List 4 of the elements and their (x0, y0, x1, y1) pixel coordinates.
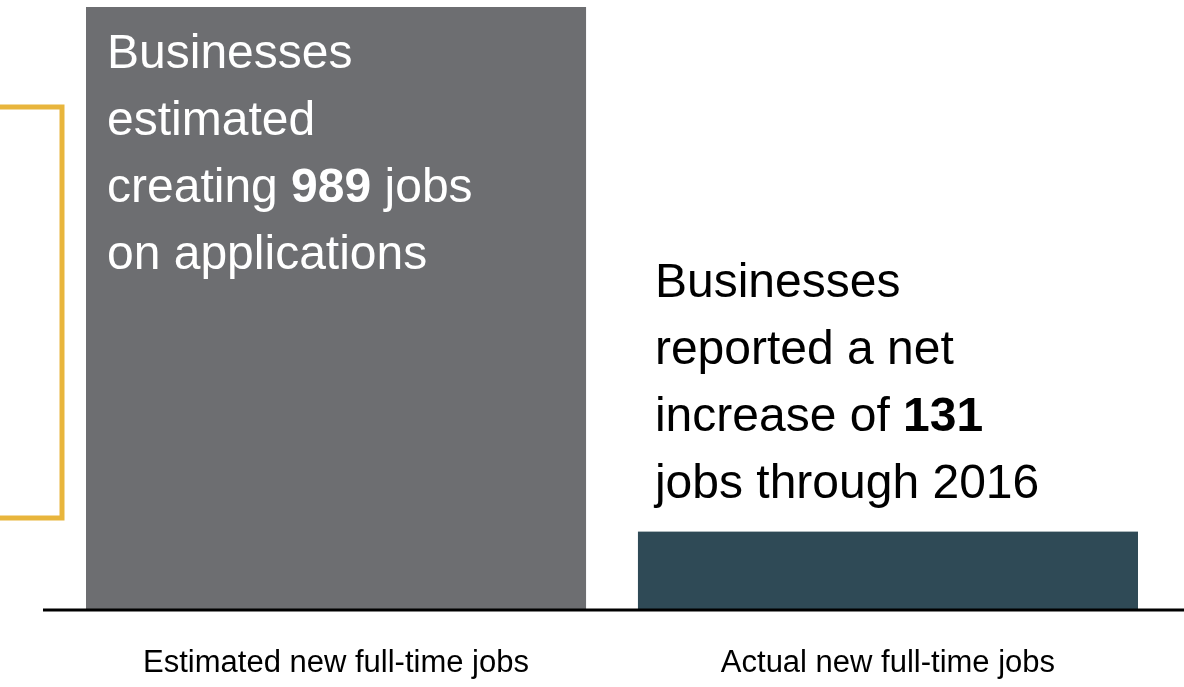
x-tick-label: Estimated new full-time jobs (143, 644, 529, 679)
x-tick-label: Actual new full-time jobs (720, 644, 1056, 679)
text: Businesses estimated creating 989 jobs on applications (107, 25, 473, 279)
text: Businesses reported a net increase of 131 jobs through 2016 (654, 253, 1040, 508)
